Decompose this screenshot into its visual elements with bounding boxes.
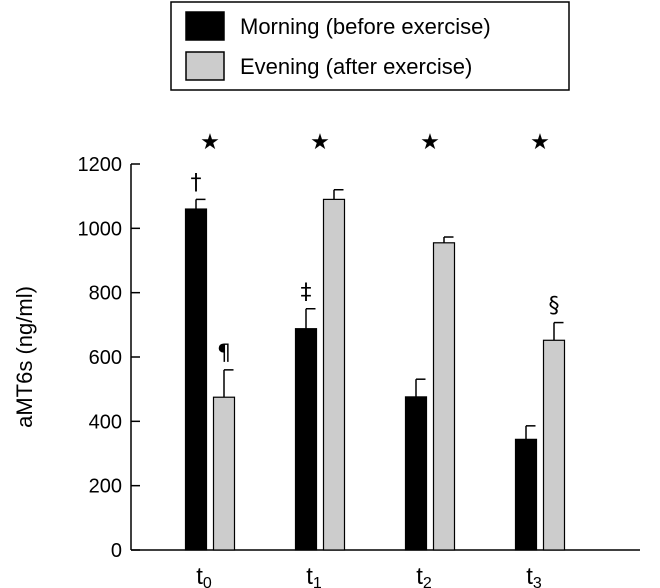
bar-annotation-mark: ¶ xyxy=(217,341,231,366)
y-tick-label: 200 xyxy=(89,476,122,498)
bar-evening-t3 xyxy=(542,339,566,551)
bar-annotation-mark: ‡ xyxy=(301,280,312,305)
bar-annotation-mark: † xyxy=(191,170,202,195)
significance-star: ★ xyxy=(200,130,220,155)
y-tick-label: 600 xyxy=(89,347,122,369)
x-tick-label-base: t xyxy=(306,563,313,588)
bar-evening-t2 xyxy=(432,242,456,551)
bar-evening-t0 xyxy=(212,396,236,551)
bar-morning-t2 xyxy=(404,396,428,551)
x-tick-label: t3 xyxy=(526,563,542,588)
bar-annotation-mark: § xyxy=(549,294,560,319)
y-tick-label: 1200 xyxy=(78,154,123,176)
x-tick-label-base: t xyxy=(526,563,533,588)
x-tick-label: t2 xyxy=(416,563,432,588)
legend-swatch-evening xyxy=(185,51,225,81)
significance-star: ★ xyxy=(530,130,550,155)
x-tick-label-subscript: 1 xyxy=(313,575,322,588)
y-tick-label: 400 xyxy=(89,411,122,433)
y-tick-label: 0 xyxy=(111,540,122,562)
x-tick-label: t1 xyxy=(306,563,322,588)
x-tick-label: t0 xyxy=(196,563,212,588)
y-ticks: 0 200 400 600 800 1000 1200 xyxy=(78,154,140,562)
legend-swatch-morning xyxy=(185,11,225,41)
significance-star: ★ xyxy=(420,130,440,155)
y-tick-label: 800 xyxy=(89,283,122,305)
legend-label-morning: Morning (before exercise) xyxy=(240,14,491,39)
bar-evening-t1 xyxy=(322,198,346,551)
legend-box xyxy=(170,1,570,91)
annotations: ★ ★ ★ ★ † ¶ ‡ § xyxy=(191,130,560,366)
x-tick-label-subscript: 2 xyxy=(423,575,432,588)
x-tick-labels: t0 t1 t2 t3 xyxy=(196,563,542,588)
bar-morning-t3 xyxy=(514,438,538,551)
significance-star: ★ xyxy=(310,130,330,155)
bars xyxy=(184,188,566,551)
x-tick-label-base: t xyxy=(416,563,423,588)
x-tick-label-subscript: 0 xyxy=(203,575,212,588)
legend-label-evening: Evening (after exercise) xyxy=(240,54,472,79)
legend: Morning (before exercise) Evening (after… xyxy=(170,1,570,91)
bar-morning-t0 xyxy=(184,208,208,551)
x-tick-label-base: t xyxy=(196,563,203,588)
y-axis-title: aMT6s (ng/ml) xyxy=(12,286,37,428)
x-tick-label-subscript: 3 xyxy=(533,575,542,588)
y-tick-label: 1000 xyxy=(78,218,123,240)
bar-morning-t1 xyxy=(294,328,318,551)
